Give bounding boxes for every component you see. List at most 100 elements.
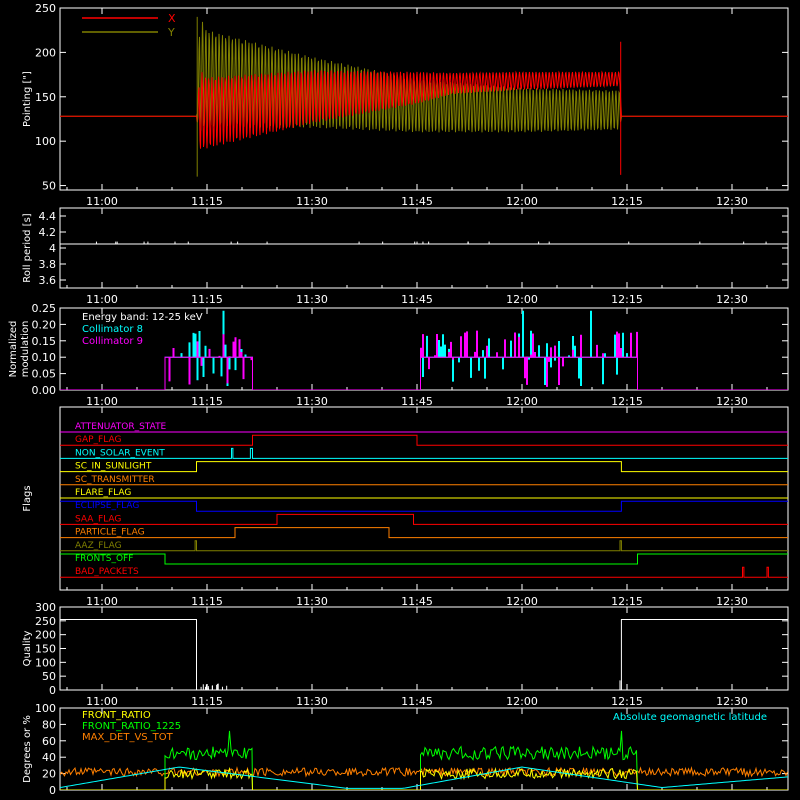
modulation-ytick-label: 0.15 [32, 335, 57, 348]
legend-label-Y: Y [167, 26, 175, 39]
flags-xtick-label: 12:30 [716, 595, 748, 608]
front-legend-2: MAX_DET_VS_TOT [82, 732, 174, 743]
flags-xtick-label: 12:15 [611, 595, 643, 608]
quality-xtick-label: 11:15 [191, 695, 223, 708]
pointing-ytick-label: 100 [35, 135, 56, 148]
roll-ytick-label: 4.2 [39, 226, 57, 239]
modulation-ytick-label: 0.10 [32, 351, 57, 364]
quality-xtick-label: 12:15 [611, 695, 643, 708]
quality-xtick-label: 11:30 [296, 695, 328, 708]
flag-label-sc_in_sunlight: SC_IN_SUNLIGHT [75, 462, 152, 472]
front-annotation: Absolute geomagnetic latitude [613, 712, 767, 723]
pointing-xtick-label: 12:30 [716, 195, 748, 208]
quality-ytick-label: 50 [42, 670, 56, 683]
pointing-ytick-label: 250 [35, 2, 56, 15]
flags-xtick-label: 11:45 [401, 595, 433, 608]
flag-line-fronts_off [60, 553, 788, 565]
pointing-xtick-label: 11:00 [86, 195, 118, 208]
flag-line-gap_flag [60, 434, 788, 446]
front-series-front_ratio_1225 [60, 730, 788, 790]
modulation-legend-1: Collimator 9 [82, 336, 143, 347]
quality-xtick-label: 11:45 [401, 695, 433, 708]
pointing-ylabel: Pointing ["] [22, 71, 33, 127]
flag-label-sc_transmitter: SC_TRANSMITTER [75, 475, 155, 485]
flag-label-non_solar_event: NON_SOLAR_EVENT [75, 448, 165, 458]
front-ytick-label: 80 [42, 718, 56, 731]
roll-xtick-label: 11:15 [191, 293, 223, 306]
modulation-xtick-label: 11:30 [296, 395, 328, 408]
flag-label-attenuator_state: ATTENUATOR_STATE [75, 422, 167, 432]
flag-label-eclipse_flag: ECLIPSE_FLAG [75, 501, 139, 511]
modulation-ytick-label: 0.25 [32, 302, 57, 315]
roll-xtick-label: 11:45 [401, 293, 433, 306]
flag-line-saa_flag [60, 513, 788, 525]
flag-line-aaz_flag [60, 540, 788, 552]
flag-label-fronts_off: FRONTS_OFF [75, 554, 133, 564]
legend-label-X: X [168, 12, 176, 25]
pointing-xtick-label: 12:00 [506, 195, 538, 208]
pointing-xtick-label: 11:45 [401, 195, 433, 208]
quality-ytick-label: 0 [49, 684, 56, 697]
modulation-ylabel: Normalized [8, 321, 19, 378]
modulation-xtick-label: 12:15 [611, 395, 643, 408]
modulation-annotation: Energy band: 12-25 keV [82, 312, 203, 323]
modulation-xtick-label: 11:00 [86, 395, 118, 408]
pointing-plot-area [60, 16, 788, 177]
front-ytick-label: 20 [42, 768, 56, 781]
roll-xtick-label: 12:00 [506, 293, 538, 306]
roll-ytick-label: 4.4 [39, 210, 57, 223]
roll-frame [59, 207, 789, 289]
flag-label-bad_packets: BAD_PACKETS [75, 567, 139, 577]
modulation-frame [59, 307, 789, 391]
pointing-ytick-label: 200 [35, 46, 56, 59]
quality-xtick-label: 11:00 [86, 695, 118, 708]
quality-ytick-label: 150 [35, 643, 56, 656]
pointing-frame [59, 7, 789, 191]
quality-series [60, 618, 788, 690]
modulation-xtick-label: 12:30 [716, 395, 748, 408]
modulation-ytick-label: 0.20 [32, 318, 57, 331]
flag-label-gap_flag: GAP_FLAG [75, 435, 121, 445]
front-legend-1: FRONT_RATIO_1225 [82, 721, 181, 732]
quality-ytick-label: 100 [35, 656, 56, 669]
roll-xtick-label: 11:30 [296, 293, 328, 306]
roll-xtick-label: 12:15 [611, 293, 643, 306]
modulation-ytick-label: 0.00 [32, 384, 57, 397]
flag-line-particle_flag [60, 527, 788, 539]
front-frame [59, 707, 789, 791]
front-plot-area [60, 730, 788, 790]
flag-line-eclipse_flag [60, 500, 788, 512]
front-ytick-label: 0 [49, 784, 56, 797]
quality-xtick-label: 12:00 [506, 695, 538, 708]
flag-line-bad_packets [60, 566, 788, 578]
roll-xtick-label: 12:30 [716, 293, 748, 306]
front-ytick-label: 40 [42, 751, 56, 764]
quality-ytick-label: 250 [35, 615, 56, 628]
front-ylabel: Degrees or % [22, 715, 33, 783]
flag-line-non_solar_event [60, 447, 788, 459]
front-ytick-label: 100 [35, 702, 56, 715]
front-ytick-label: 60 [42, 735, 56, 748]
quality-xtick-label: 12:30 [716, 695, 748, 708]
roll-ytick-label: 3.8 [39, 258, 57, 271]
modulation-ytick-label: 0.05 [32, 368, 57, 381]
pointing-xtick-label: 12:15 [611, 195, 643, 208]
pointing-xtick-label: 11:15 [191, 195, 223, 208]
quality-plot-area [60, 618, 788, 690]
roll-ytick-label: 4 [49, 242, 56, 255]
flags-xtick-label: 12:00 [506, 595, 538, 608]
flag-label-aaz_flag: AAZ_FLAG [75, 541, 122, 551]
flags-plot-area [60, 431, 788, 578]
modulation-xtick-label: 11:45 [401, 395, 433, 408]
flags-xtick-label: 11:00 [86, 595, 118, 608]
flags-xtick-label: 11:15 [191, 595, 223, 608]
front-series-latitude [60, 766, 788, 789]
modulation-plot-area [60, 310, 788, 390]
pointing-ytick-label: 150 [35, 91, 56, 104]
flag-line-sc_in_sunlight [60, 461, 788, 473]
pointing-ytick-label: 50 [42, 180, 56, 193]
roll-plot-area [60, 241, 788, 245]
quality-ylabel: Quality [22, 631, 33, 667]
modulation-series-1 [60, 330, 788, 390]
